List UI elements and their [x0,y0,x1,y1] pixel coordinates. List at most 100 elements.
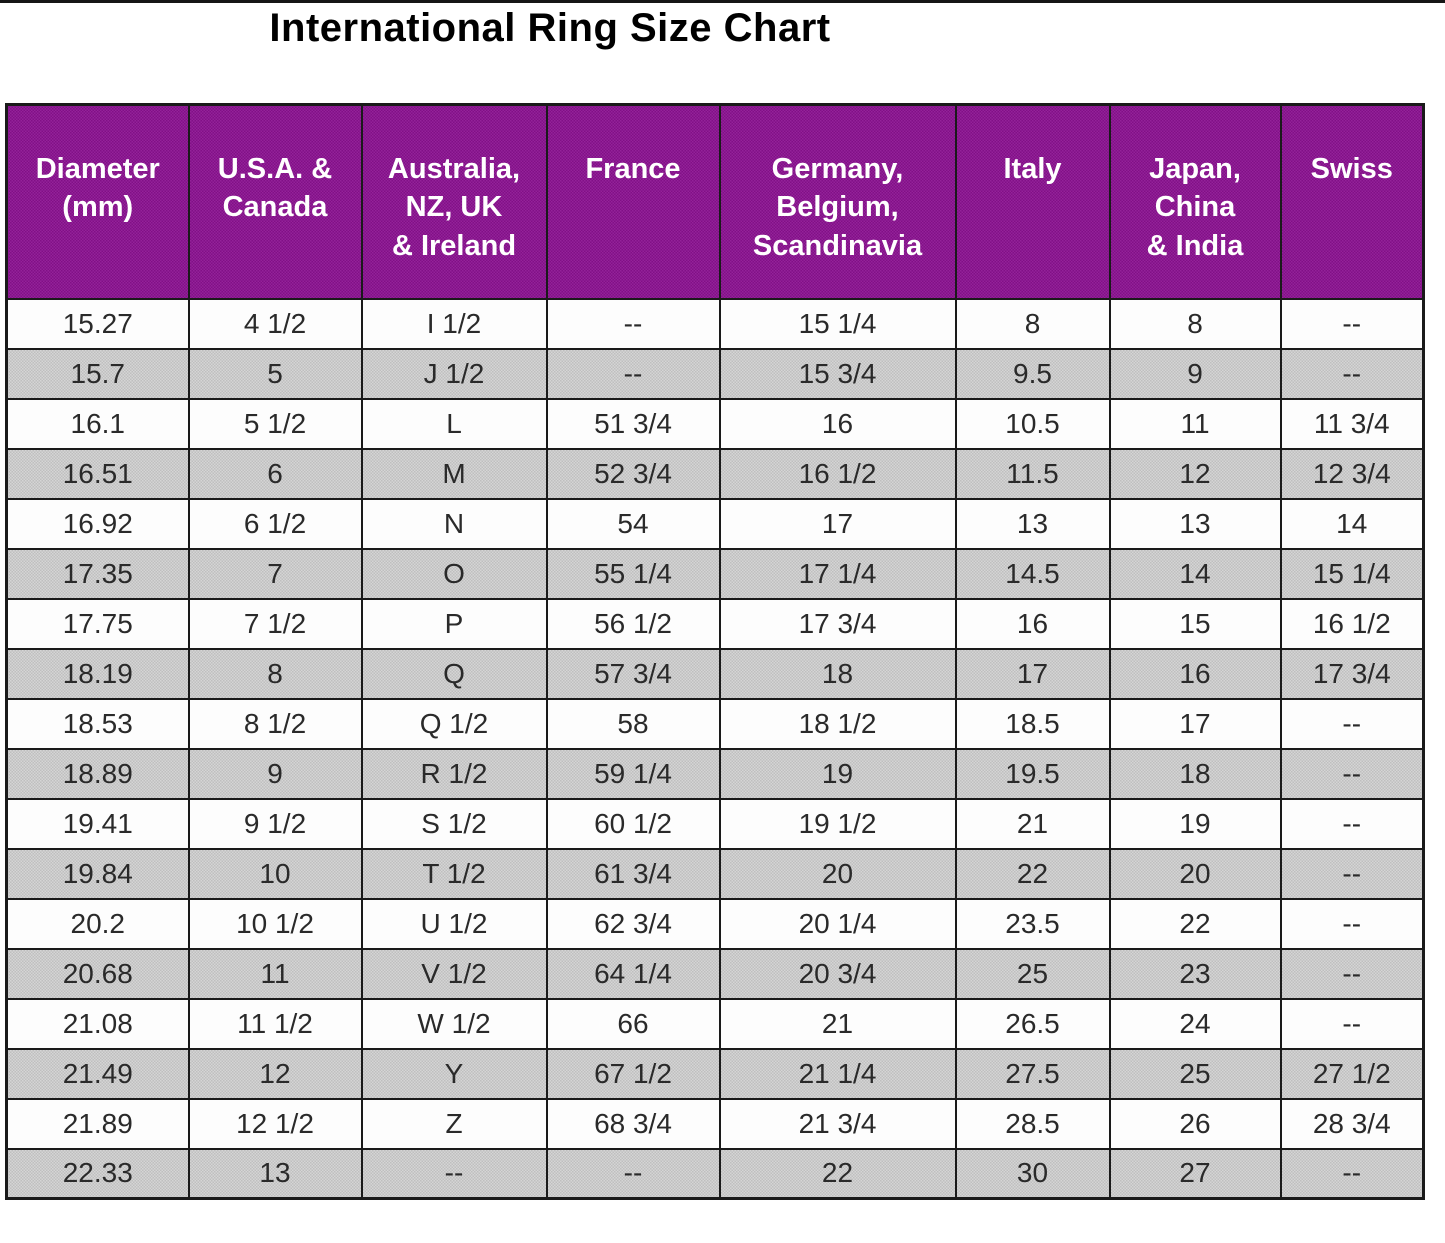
table-row: 20.2 10 1/2 U 1/2 62 3/4 20 1/4 23.5 22 -- [5,897,1425,950]
top-edge-line [0,0,1445,3]
table-cell: 6 [187,447,363,500]
column-header: France [545,103,721,300]
table-cell: 27 1/2 [1279,1047,1425,1100]
column-header: Germany, Belgium, Scandinavia [718,103,957,300]
table-cell: 7 [187,547,363,600]
table-row: 19.84 10 T 1/2 61 3/4 20 22 20 -- [5,847,1425,900]
table-cell: 17 1/4 [718,547,957,600]
table-row: 18.53 8 1/2 Q 1/2 58 18 1/2 18.5 17 -- [5,697,1425,750]
table-cell: 60 1/2 [545,797,721,850]
table-cell: -- [1279,797,1425,850]
table-cell: P [360,597,548,650]
table-cell: I 1/2 [360,297,548,350]
table-cell: Q [360,647,548,700]
table-cell: 16.92 [5,497,190,550]
table-cell: O [360,547,548,600]
table-cell: 15 3/4 [718,347,957,400]
table-cell: -- [1279,997,1425,1050]
table-row: 20.68 11 V 1/2 64 1/4 20 3/4 25 23 -- [5,947,1425,1000]
table-cell: 13 [187,1147,363,1200]
table-cell: 12 1/2 [187,1097,363,1150]
table-row: 21.08 11 1/2 W 1/2 66 21 26.5 24 -- [5,997,1425,1050]
table-cell: 18.89 [5,747,190,800]
table-cell: 13 [1108,497,1282,550]
table-cell: 17 [1108,697,1282,750]
table-cell: 9 [1108,347,1282,400]
table-row: 19.41 9 1/2 S 1/2 60 1/2 19 1/2 21 19 -- [5,797,1425,850]
table-cell: 20 [718,847,957,900]
table-cell: 19 [718,747,957,800]
table-cell: 20 3/4 [718,947,957,1000]
table-cell: -- [1279,947,1425,1000]
table-cell: -- [1279,847,1425,900]
table-cell: 22.33 [5,1147,190,1200]
table-cell: 25 [1108,1047,1282,1100]
table-cell: 21 [954,797,1111,850]
table-row: 21.89 12 1/2 Z 68 3/4 21 3/4 28.5 26 28 3/4 [5,1097,1425,1150]
table-cell: 10 1/2 [187,897,363,950]
table-cell: 17.35 [5,547,190,600]
table-cell: 21 3/4 [718,1097,957,1150]
table-cell: -- [1279,747,1425,800]
table-cell: 21 [718,997,957,1050]
table-cell: 16 1/2 [1279,597,1425,650]
table-cell: 16 [718,397,957,450]
table-cell: 18.19 [5,647,190,700]
table-header: Diameter (mm) U.S.A. & Canada Australia, N… [5,103,1425,300]
table-cell: T 1/2 [360,847,548,900]
table-cell: U 1/2 [360,897,548,950]
table-row: 18.19 8 Q 57 3/4 18 17 16 17 3/4 [5,647,1425,700]
table-cell: 12 [1108,447,1282,500]
table-cell: 20.2 [5,897,190,950]
table-cell: V 1/2 [360,947,548,1000]
table-cell: -- [360,1147,548,1200]
column-header: Italy [954,103,1111,300]
table-cell: 21 1/4 [718,1047,957,1100]
table-cell: 25 [954,947,1111,1000]
table-cell: 20 [1108,847,1282,900]
table-cell: 22 [1108,897,1282,950]
table-cell: W 1/2 [360,997,548,1050]
table-cell: 16 [954,597,1111,650]
table-cell: 28.5 [954,1097,1111,1150]
table-cell: 16.51 [5,447,190,500]
table-cell: -- [545,347,721,400]
table-row: 16.92 6 1/2 N 54 17 13 13 14 [5,497,1425,550]
table-cell: 27 [1108,1147,1282,1200]
table-cell: 23.5 [954,897,1111,950]
table-cell: 11 [187,947,363,1000]
table-cell: 8 [954,297,1111,350]
table-cell: 51 3/4 [545,397,721,450]
table-cell: Z [360,1097,548,1150]
table-cell: 22 [954,847,1111,900]
table-cell: 62 3/4 [545,897,721,950]
table-cell: 19.41 [5,797,190,850]
table-cell: 11 [1108,397,1282,450]
table-cell: 56 1/2 [545,597,721,650]
table-cell: 15 1/4 [718,297,957,350]
table-cell: 16.1 [5,397,190,450]
table-cell: 15.7 [5,347,190,400]
table-cell: M [360,447,548,500]
table-cell: 22 [718,1147,957,1200]
table-cell: 18.53 [5,697,190,750]
table-cell: 11.5 [954,447,1111,500]
column-header: Diameter (mm) [5,103,190,300]
table-cell: 17.75 [5,597,190,650]
table-cell: 5 [187,347,363,400]
table-cell: -- [545,297,721,350]
table-body: 15.27 4 1/2 I 1/2 -- 15 1/4 8 8 -- 15.7 5 J 1/2 -- 1… [5,297,1425,1200]
table-cell: 8 1/2 [187,697,363,750]
table-cell: 24 [1108,997,1282,1050]
table-cell: 9.5 [954,347,1111,400]
table-cell: N [360,497,548,550]
table-cell: -- [1279,347,1425,400]
table-cell: Q 1/2 [360,697,548,750]
table-cell: 26.5 [954,997,1111,1050]
table-cell: 8 [1108,297,1282,350]
table-row: 21.49 12 Y 67 1/2 21 1/4 27.5 25 27 1/2 [5,1047,1425,1100]
table-cell: 59 1/4 [545,747,721,800]
table-cell: 21.08 [5,997,190,1050]
table-cell: 55 1/4 [545,547,721,600]
